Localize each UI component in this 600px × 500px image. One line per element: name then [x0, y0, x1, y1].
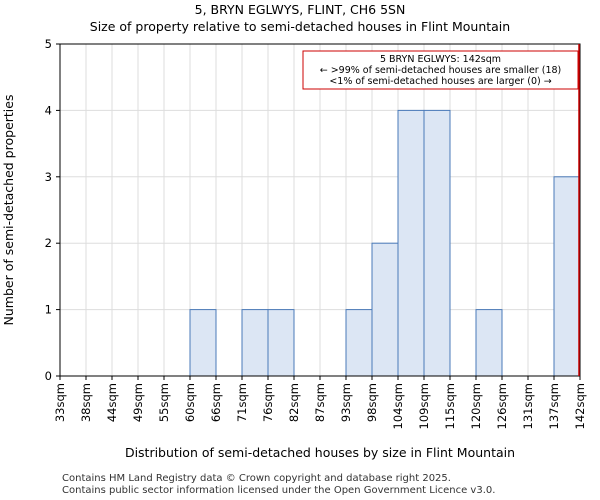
footer-licence: Contains public sector information licen…	[62, 485, 496, 496]
x-tick-label: 131sqm	[521, 383, 535, 429]
chart-title: 5, BRYN EGLWYS, FLINT, CH6 5SN	[194, 2, 406, 17]
x-tick-label: 115sqm	[443, 383, 457, 429]
x-tick-label: 38sqm	[79, 383, 93, 422]
x-tick-label: 60sqm	[183, 383, 197, 422]
x-tick-labels: 33sqm 38sqm 44sqm 49sqm 55sqm 60sqm 66sqm 71sqm…	[53, 376, 587, 429]
x-tick-label: 142sqm	[573, 383, 587, 429]
x-tick-label: 126sqm	[495, 383, 509, 429]
y-axis-label: Number of semi-detached properties	[1, 95, 16, 326]
chart-subtitle: Size of property relative to semi-detach…	[89, 19, 511, 34]
x-tick-label: 49sqm	[131, 383, 145, 422]
x-tick-label: 120sqm	[469, 383, 483, 429]
x-tick-label: 44sqm	[105, 383, 119, 422]
histogram-bar	[553, 176, 581, 377]
footer-copyright: Contains HM Land Registry data © Crown c…	[62, 473, 451, 484]
y-tick-label: 4	[45, 103, 52, 117]
annotation-box: 5 BRYN EGLWYS: 142sqm ← >99% of semi-det…	[302, 50, 579, 90]
y-tick-label: 1	[45, 303, 52, 317]
y-tick-label: 5	[45, 37, 52, 51]
x-axis-label: Distribution of semi-detached houses by …	[125, 445, 515, 460]
x-tick-label: 71sqm	[235, 383, 249, 422]
y-tick-label: 3	[45, 170, 52, 184]
x-tick-label: 66sqm	[209, 383, 223, 422]
x-tick-label: 93sqm	[339, 383, 353, 422]
x-tick-label: 76sqm	[261, 383, 275, 422]
histogram-bar	[371, 242, 399, 377]
x-tick-label: 109sqm	[417, 383, 431, 429]
x-tick-label: 55sqm	[157, 383, 171, 422]
histogram-bar	[189, 309, 217, 377]
annotation-line-3: <1% of semi-detached houses are larger (…	[329, 76, 551, 87]
y-tick-labels: 0 1 2 3 4 5	[45, 37, 60, 383]
histogram-bar	[397, 109, 425, 377]
histogram-bar	[345, 309, 373, 377]
y-tick-label: 0	[45, 369, 52, 383]
x-tick-label: 33sqm	[53, 383, 67, 422]
x-tick-label: 98sqm	[365, 383, 379, 422]
annotation-line-1: 5 BRYN EGLWYS: 142sqm	[380, 54, 501, 65]
histogram-bar	[267, 309, 295, 377]
y-tick-label: 2	[45, 236, 52, 250]
annotation-rect	[302, 50, 579, 90]
histogram-bar	[241, 309, 269, 377]
x-tick-label: 137sqm	[547, 383, 561, 429]
annotation-line-2: ← >99% of semi-detached houses are small…	[320, 65, 562, 76]
bars	[189, 109, 581, 377]
histogram-bar	[475, 309, 503, 377]
x-tick-label: 82sqm	[287, 383, 301, 422]
histogram-bar	[423, 109, 451, 377]
x-tick-label: 87sqm	[313, 383, 327, 422]
x-tick-label: 104sqm	[391, 383, 405, 429]
